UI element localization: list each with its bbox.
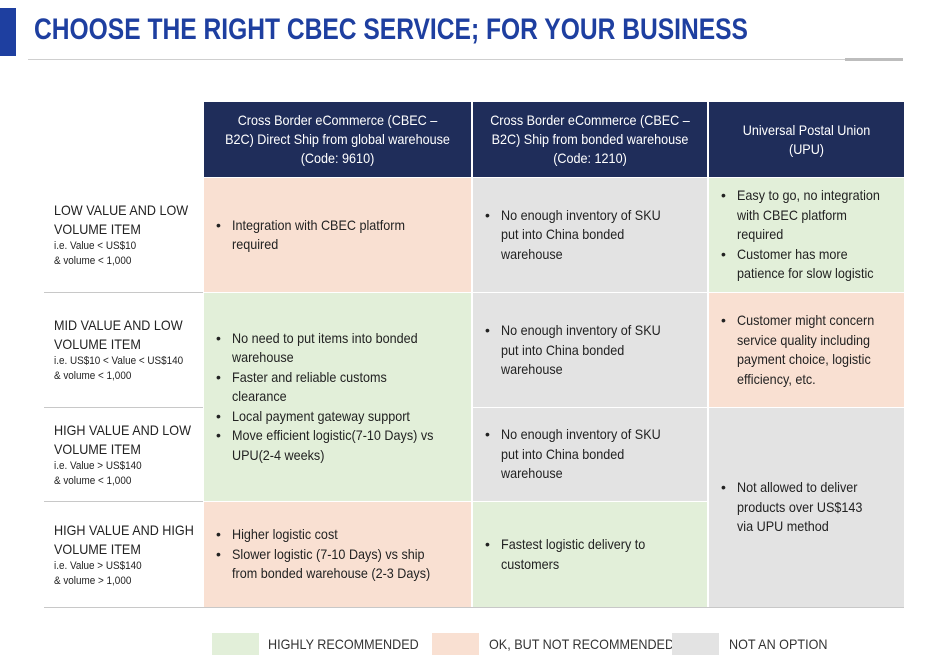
cell-upu-high-value: Not allowed to deliver products over US$… — [709, 408, 904, 607]
row-criteria: i.e. US$10 < Value < US$140 — [54, 355, 184, 367]
row-label-high-value-low-volume: HIGH VALUE AND LOW VOLUME ITEM i.e. Valu… — [44, 408, 203, 501]
bullet-item: Move efficient logistic(7-10 Days) vs UP… — [216, 426, 465, 465]
bullet-list: No enough inventory of SKU put into Chin… — [485, 206, 701, 265]
column-header-label: Cross Border eCommerce (CBEC – B2C) Dire… — [225, 112, 450, 166]
bullet-item: Faster and reliable customs clearance — [216, 368, 465, 407]
column-header-upu: Universal Postal Union (UPU) — [709, 102, 904, 177]
legend-label-ok-not-recommended: OK, BUT NOT RECOMMENDED — [489, 636, 675, 652]
bullet-list: No enough inventory of SKU put into Chin… — [485, 321, 701, 380]
bullet-item: Customer has more patience for slow logi… — [721, 245, 898, 284]
row-criteria: & volume < 1,000 — [54, 474, 132, 487]
bullet-list: Not allowed to deliver products over US$… — [721, 478, 898, 537]
cell-cbec1210-low-low: No enough inventory of SKU put into Chin… — [473, 178, 707, 292]
legend-swatch-not-an-option — [672, 633, 719, 655]
cell-cbec9610-high-high: Higher logistic cost Slower logistic (7-… — [204, 502, 471, 607]
row-label-high-value-high-volume: HIGH VALUE AND HIGH VOLUME ITEM i.e. Val… — [44, 502, 203, 607]
bullet-item: No enough inventory of SKU put into Chin… — [485, 425, 701, 484]
column-header-cbec-1210: Cross Border eCommerce (CBEC – B2C) Ship… — [473, 102, 707, 177]
bullet-list: No need to put items into bonded warehou… — [216, 329, 465, 466]
page-title: CHOOSE THE RIGHT CBEC SERVICE; FOR YOUR … — [34, 13, 748, 46]
legend-label-highly-recommended: HIGHLY RECOMMENDED — [268, 636, 419, 652]
row-divider — [44, 407, 203, 408]
row-title: VOLUME ITEM — [54, 440, 141, 457]
cell-cbec1210-high-low: No enough inventory of SKU put into Chin… — [473, 408, 707, 501]
bullet-item: No enough inventory of SKU put into Chin… — [485, 206, 701, 265]
bullet-item: No need to put items into bonded warehou… — [216, 329, 465, 368]
row-criteria: & volume < 1,000 — [54, 370, 132, 382]
title-underline-accent — [845, 58, 903, 61]
legend-label-not-an-option: NOT AN OPTION — [729, 636, 828, 652]
bullet-item: Customer might concern service quality i… — [721, 311, 898, 389]
bullet-list: Fastest logistic delivery to customers — [485, 535, 701, 574]
row-label-mid-value-low-volume: MID VALUE AND LOW VOLUME ITEM i.e. US$10… — [44, 293, 203, 407]
bullet-item: Slower logistic (7-10 Days) vs ship from… — [216, 545, 465, 584]
row-title: VOLUME ITEM — [54, 540, 141, 557]
row-criteria: i.e. Value > US$140 — [54, 459, 142, 472]
cell-upu-low-low: Easy to go, no integration with CBEC pla… — [709, 178, 904, 292]
row-criteria: & volume < 1,000 — [54, 255, 132, 267]
bullet-item: Higher logistic cost — [216, 525, 465, 545]
row-criteria: i.e. Value < US$10 — [54, 240, 137, 252]
bullet-item: Integration with CBEC platform required — [216, 216, 465, 255]
bullet-item: Easy to go, no integration with CBEC pla… — [721, 186, 898, 245]
column-header-label: Cross Border eCommerce (CBEC – B2C) Ship… — [490, 112, 690, 166]
column-header-cbec-9610: Cross Border eCommerce (CBEC – B2C) Dire… — [204, 102, 471, 177]
cell-upu-mid-low: Customer might concern service quality i… — [709, 293, 904, 407]
row-title: VOLUME ITEM — [54, 336, 141, 352]
bullet-list: Integration with CBEC platform required — [216, 216, 465, 255]
title-underline — [28, 59, 902, 60]
cell-cbec9610-low-low: Integration with CBEC platform required — [204, 178, 471, 292]
cell-cbec9610-mid-high-low: No need to put items into bonded warehou… — [204, 293, 471, 501]
row-title: MID VALUE AND LOW — [54, 317, 183, 333]
bullet-item: Local payment gateway support — [216, 407, 465, 427]
row-label-low-value-low-volume: LOW VALUE AND LOW VOLUME ITEM i.e. Value… — [44, 178, 203, 292]
row-divider — [44, 292, 203, 293]
bullet-list: Higher logistic cost Slower logistic (7-… — [216, 525, 465, 584]
row-title: HIGH VALUE AND HIGH — [54, 521, 194, 538]
row-title: LOW VALUE AND LOW — [54, 202, 189, 218]
bullet-item: Not allowed to deliver products over US$… — [721, 478, 898, 537]
row-divider — [44, 501, 203, 502]
bullet-list: Easy to go, no integration with CBEC pla… — [721, 186, 898, 284]
table-bottom-rule — [44, 607, 904, 608]
cell-cbec1210-high-high: Fastest logistic delivery to customers — [473, 502, 707, 607]
row-criteria: & volume > 1,000 — [54, 574, 132, 587]
bullet-item: No enough inventory of SKU put into Chin… — [485, 321, 701, 380]
legend-swatch-ok-not-recommended — [432, 633, 479, 655]
bullet-item: Fastest logistic delivery to customers — [485, 535, 701, 574]
row-title: VOLUME ITEM — [54, 221, 141, 237]
bullet-list: Customer might concern service quality i… — [721, 311, 898, 389]
title-accent-bar — [0, 8, 16, 56]
row-criteria: i.e. Value > US$140 — [54, 559, 142, 572]
row-title: HIGH VALUE AND LOW — [54, 421, 191, 438]
cell-cbec1210-mid-low: No enough inventory of SKU put into Chin… — [473, 293, 707, 407]
bullet-list: No enough inventory of SKU put into Chin… — [485, 425, 701, 484]
column-header-label: Universal Postal Union (UPU) — [742, 121, 871, 157]
legend-swatch-highly-recommended — [212, 633, 259, 655]
